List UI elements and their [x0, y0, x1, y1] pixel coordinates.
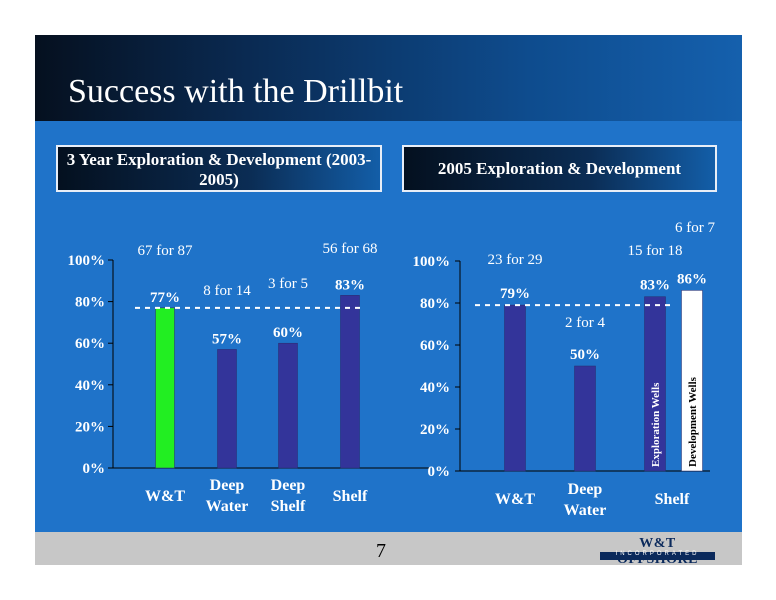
chart2-category-label: Deep	[568, 481, 603, 498]
chart2-bar-inner-label: Development Wells	[687, 376, 699, 467]
chart2-count-label: 6 for 7	[675, 220, 715, 236]
chart2-value-label: 86%	[677, 271, 707, 287]
chart1-y-tick-label: 0%	[83, 461, 106, 477]
chart1-category-label: Shelf	[271, 498, 306, 515]
chart2-category-label: W&T	[495, 491, 535, 508]
logo-subtext: INCORPORATED	[615, 551, 700, 557]
chart1-count-label: 67 for 87	[138, 243, 193, 259]
chart1-bar	[340, 295, 360, 469]
chart1-bar	[217, 349, 237, 469]
page-number: 7	[376, 540, 386, 562]
chart1-y-tick-label: 80%	[75, 295, 105, 311]
chart2-bar	[574, 365, 596, 472]
chart2-category-label: Water	[564, 502, 607, 519]
chart1-y-tick-label: 40%	[75, 378, 105, 394]
chart1-category-label: W&T	[145, 488, 185, 505]
chart2-y-tick-label: 100%	[413, 254, 451, 270]
slide: Success with the Drillbit 3 Year Explora…	[35, 35, 742, 565]
chart1-bar	[155, 307, 175, 469]
chart1-count-label: 3 for 5	[268, 276, 308, 292]
company-logo: W&T OFFSHORE INCORPORATED	[600, 536, 715, 565]
chart1-value-label: 77%	[150, 290, 180, 306]
chart1-value-label: 57%	[212, 331, 242, 347]
chart-3-year: 0% 20% 40% 60% 80% 100% 77% 67 for 87 W&T 57% 8 fo…	[68, 220, 716, 519]
chart2-y-tick-label: 80%	[420, 296, 450, 312]
chart2-bar-inner-label: Exploration Wells	[650, 382, 662, 467]
chart2-value-label: 50%	[570, 347, 600, 363]
chart2-bar	[504, 304, 526, 472]
chart2-y-tick-label: 60%	[420, 338, 450, 354]
chart2-title: 2005 Exploration & Development	[402, 145, 717, 192]
chart1-category-label: Deep	[271, 477, 306, 494]
chart1-y-tick-label: 60%	[75, 336, 105, 352]
chart2-count-label: 23 for 29	[488, 252, 543, 268]
chart1-count-label: 56 for 68	[323, 241, 378, 257]
chart2-bar	[644, 296, 666, 472]
chart1-category-label: Water	[206, 498, 249, 515]
chart2-count-label: 2 for 4	[565, 315, 605, 331]
chart2-y-tick-label: 40%	[420, 380, 450, 396]
chart1-bar	[278, 342, 298, 469]
chart2-y-tick-label: 0%	[428, 464, 451, 480]
chart1-y-tick-label: 100%	[68, 253, 106, 269]
chart1-count-label: 8 for 14	[203, 283, 251, 299]
chart2-category-label: Shelf	[655, 491, 690, 508]
chart1-category-label: Shelf	[333, 488, 368, 505]
chart2-value-label: 83%	[640, 278, 670, 294]
chart2-bar	[681, 290, 703, 472]
logo-band	[600, 552, 715, 560]
chart2-count-label: 15 for 18	[628, 243, 683, 259]
chart1-category-label: Deep	[210, 477, 245, 494]
chart1-y-tick-label: 20%	[75, 419, 105, 435]
slide-title: Success with the Drillbit	[68, 73, 404, 110]
chart1-value-label: 60%	[273, 325, 303, 341]
chart2-value-label: 79%	[500, 286, 530, 302]
header-band: Success with the Drillbit	[35, 35, 742, 121]
chart1-title: 3 Year Exploration & Development (2003-2…	[56, 145, 382, 192]
chart1-value-label: 83%	[335, 277, 365, 293]
chart2-y-tick-label: 20%	[420, 422, 450, 438]
